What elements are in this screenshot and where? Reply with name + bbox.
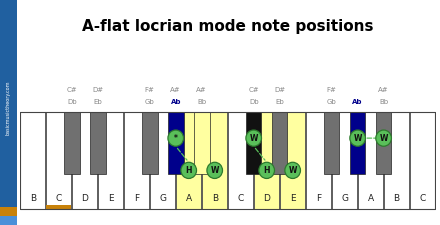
Circle shape bbox=[207, 162, 223, 178]
Bar bbox=[176, 112, 201, 209]
Text: W: W bbox=[210, 166, 219, 175]
Text: Gb: Gb bbox=[145, 99, 154, 105]
Text: F#: F# bbox=[327, 87, 337, 93]
Bar bbox=[46, 112, 71, 209]
Text: C#: C# bbox=[66, 87, 77, 93]
Text: D#: D# bbox=[274, 87, 285, 93]
Text: A#: A# bbox=[378, 87, 389, 93]
Bar bbox=[142, 112, 158, 174]
Text: Bb: Bb bbox=[197, 99, 206, 105]
Text: Eb: Eb bbox=[275, 99, 284, 105]
Text: B: B bbox=[30, 194, 36, 203]
Bar bbox=[280, 112, 305, 209]
Circle shape bbox=[350, 130, 366, 146]
Text: Bb: Bb bbox=[379, 99, 388, 105]
Text: Ab: Ab bbox=[352, 99, 363, 105]
Text: Db: Db bbox=[249, 99, 259, 105]
Circle shape bbox=[246, 130, 261, 146]
Text: Ab: Ab bbox=[170, 99, 181, 105]
Text: W: W bbox=[289, 166, 297, 175]
Bar bbox=[46, 205, 71, 209]
Text: G: G bbox=[341, 194, 348, 203]
Bar bbox=[324, 112, 339, 174]
Text: A: A bbox=[367, 194, 374, 203]
Text: Eb: Eb bbox=[93, 99, 102, 105]
Text: G: G bbox=[159, 194, 166, 203]
Bar bbox=[64, 112, 80, 174]
Text: D#: D# bbox=[92, 87, 103, 93]
Text: A: A bbox=[186, 194, 192, 203]
Bar bbox=[20, 112, 45, 209]
Text: E: E bbox=[290, 194, 296, 203]
Bar bbox=[150, 112, 175, 209]
Text: C: C bbox=[55, 194, 62, 203]
Bar bbox=[410, 112, 435, 209]
Text: H: H bbox=[186, 166, 192, 175]
Bar bbox=[168, 112, 183, 174]
Circle shape bbox=[181, 162, 197, 178]
Text: basicmusictheory.com: basicmusictheory.com bbox=[6, 81, 11, 135]
Text: E: E bbox=[108, 194, 114, 203]
Bar bbox=[272, 112, 287, 174]
Text: W: W bbox=[353, 134, 362, 143]
Bar bbox=[384, 112, 409, 209]
Text: A#: A# bbox=[196, 87, 207, 93]
Text: C#: C# bbox=[248, 87, 259, 93]
Text: D: D bbox=[263, 194, 270, 203]
Bar bbox=[20, 112, 435, 209]
Bar bbox=[90, 112, 106, 174]
Circle shape bbox=[259, 162, 275, 178]
Text: F: F bbox=[316, 194, 321, 203]
Text: B: B bbox=[212, 194, 218, 203]
Bar bbox=[202, 112, 227, 209]
Bar bbox=[246, 112, 261, 174]
Bar bbox=[72, 112, 97, 209]
Circle shape bbox=[376, 130, 392, 146]
Text: A-flat locrian mode note positions: A-flat locrian mode note positions bbox=[82, 19, 374, 34]
Bar bbox=[194, 112, 209, 174]
Text: Db: Db bbox=[67, 99, 77, 105]
Bar bbox=[332, 112, 357, 209]
Bar bbox=[376, 112, 392, 174]
Circle shape bbox=[285, 162, 301, 178]
Text: C: C bbox=[419, 194, 426, 203]
Circle shape bbox=[168, 130, 183, 146]
Bar bbox=[254, 112, 279, 209]
Text: W: W bbox=[249, 134, 258, 143]
Text: *: * bbox=[174, 134, 178, 143]
Text: F: F bbox=[134, 194, 139, 203]
Text: Gb: Gb bbox=[327, 99, 337, 105]
Text: A#: A# bbox=[170, 87, 181, 93]
Bar bbox=[98, 112, 123, 209]
Bar bbox=[124, 112, 149, 209]
Text: F#: F# bbox=[145, 87, 155, 93]
Text: B: B bbox=[393, 194, 400, 203]
Text: H: H bbox=[264, 166, 270, 175]
Bar bbox=[228, 112, 253, 209]
Bar bbox=[358, 112, 383, 209]
Text: W: W bbox=[379, 134, 388, 143]
Bar bbox=[306, 112, 331, 209]
Text: D: D bbox=[81, 194, 88, 203]
Bar bbox=[350, 112, 366, 174]
Text: C: C bbox=[238, 194, 244, 203]
